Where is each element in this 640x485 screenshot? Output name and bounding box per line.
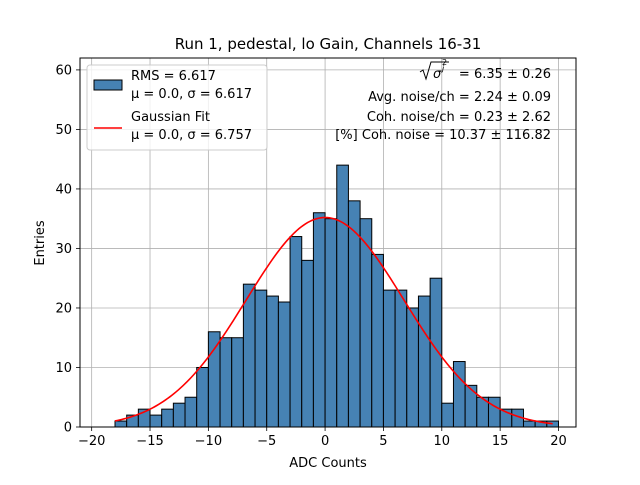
histogram-bar bbox=[487, 396, 501, 428]
legend-fit-label-2: μ = 0.0, σ = 6.757 bbox=[131, 128, 252, 143]
histogram-bar bbox=[382, 289, 396, 428]
histogram-bar bbox=[219, 337, 233, 428]
svg-text:σ: σ bbox=[433, 67, 442, 82]
chart-title: Run 1, pedestal, lo Gain, Channels 16-31 bbox=[175, 35, 482, 53]
svg-text:2: 2 bbox=[442, 58, 447, 67]
legend: RMS = 6.617 μ = 0.0, σ = 6.617 Gaussian … bbox=[86, 64, 268, 151]
histogram-bar bbox=[149, 414, 163, 428]
x-tick-label: 10 bbox=[434, 434, 451, 449]
histogram-bar bbox=[266, 295, 279, 428]
histogram-bar bbox=[231, 337, 244, 428]
annotation-avg-noise: Avg. noise/ch = 2.24 ± 0.09 bbox=[368, 90, 551, 105]
legend-hist-label-2: μ = 0.0, σ = 6.617 bbox=[131, 87, 252, 102]
histogram-bar bbox=[429, 277, 443, 428]
plot-frame bbox=[79, 57, 577, 428]
histogram-bar bbox=[324, 218, 338, 428]
x-tick-label: 5 bbox=[379, 434, 387, 449]
x-axis-ticks: −20 −15 −10 −5 0 5 10 15 20 bbox=[78, 427, 567, 449]
y-tick-label: 20 bbox=[55, 301, 72, 316]
gaussian-fit-line bbox=[114, 216, 553, 425]
histogram-bar bbox=[196, 366, 209, 428]
histogram-bar bbox=[441, 402, 454, 428]
x-tick-label: −5 bbox=[257, 434, 276, 449]
sqrt-sigma-symbol: σ j 2 bbox=[419, 58, 449, 82]
annotation-coh-noise: Coh. noise/ch = 0.23 ± 2.62 bbox=[367, 110, 551, 125]
histogram-bar bbox=[242, 283, 256, 428]
histogram-bar bbox=[336, 164, 349, 428]
histogram-bar bbox=[371, 253, 384, 428]
y-axis-label: Entries bbox=[33, 220, 48, 266]
y-axis-ticks: 0 10 20 30 40 50 60 bbox=[55, 63, 80, 436]
histogram-bar bbox=[452, 361, 466, 428]
legend-hist-label: RMS = 6.617 bbox=[131, 69, 216, 84]
y-tick-label: 10 bbox=[55, 361, 72, 376]
legend-box bbox=[86, 64, 268, 151]
histogram-bar bbox=[394, 289, 408, 428]
svg-text:j: j bbox=[441, 64, 445, 73]
annotation-coh-noise-pct: [%] Coh. noise = 10.37 ± 116.82 bbox=[335, 128, 551, 143]
histogram-bar bbox=[184, 396, 198, 428]
legend-fit-label: Gaussian Fit bbox=[131, 110, 210, 125]
histogram-bar bbox=[207, 331, 221, 428]
histogram-bar bbox=[522, 420, 536, 428]
histogram-bar bbox=[114, 420, 128, 428]
y-tick-label: 0 bbox=[64, 421, 72, 436]
histogram-bar bbox=[417, 295, 431, 428]
histogram-bar bbox=[464, 384, 478, 428]
histogram-bars bbox=[114, 164, 559, 428]
histogram-bar bbox=[277, 301, 291, 428]
annotation-sigma-value: = 6.35 ± 0.26 bbox=[459, 67, 551, 82]
histogram-bar bbox=[406, 307, 419, 428]
legend-hist-swatch bbox=[93, 79, 123, 91]
histogram-bar bbox=[172, 402, 186, 428]
y-tick-label: 30 bbox=[55, 242, 72, 257]
histogram-bar bbox=[289, 236, 303, 428]
histogram-bar bbox=[312, 212, 326, 428]
x-tick-label: −15 bbox=[136, 434, 163, 449]
x-tick-label: 20 bbox=[550, 434, 567, 449]
y-tick-label: 60 bbox=[55, 63, 72, 78]
x-tick-label: 15 bbox=[492, 434, 509, 449]
y-tick-label: 40 bbox=[55, 182, 72, 197]
y-tick-label: 50 bbox=[55, 123, 72, 138]
x-axis-label: ADC Counts bbox=[289, 456, 367, 471]
x-tick-label: −10 bbox=[195, 434, 222, 449]
histogram-bar bbox=[254, 289, 268, 428]
histogram-bar bbox=[301, 259, 314, 428]
x-tick-label: −20 bbox=[78, 434, 105, 449]
x-tick-label: 0 bbox=[321, 434, 329, 449]
histogram-bar bbox=[161, 408, 174, 428]
annotations: σ j 2 = 6.35 ± 0.26 Avg. noise/ch = 2.24… bbox=[335, 58, 551, 143]
